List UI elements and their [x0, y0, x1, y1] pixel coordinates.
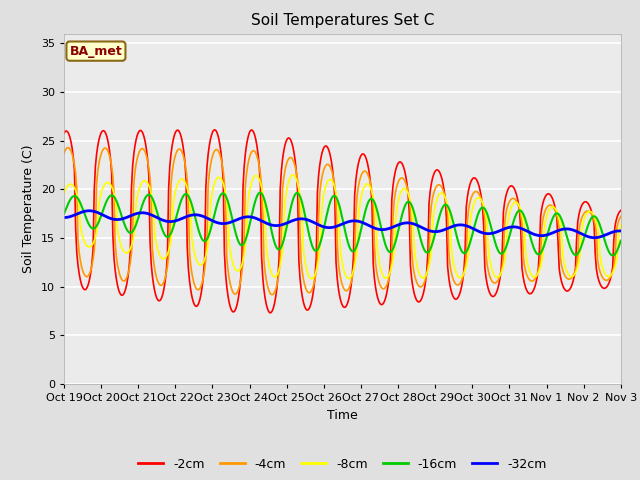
-8cm: [296, 192, 304, 198]
Line: -2cm: -2cm: [64, 130, 621, 313]
-8cm: [289, 172, 297, 178]
-4cm: [298, 258, 305, 264]
-32cm: [296, 216, 304, 222]
-32cm: [234, 216, 242, 222]
Text: BA_met: BA_met: [70, 45, 122, 58]
-32cm: [60, 215, 68, 220]
-16cm: [60, 211, 68, 216]
-2cm: [472, 176, 479, 181]
-32cm: [373, 226, 381, 232]
-32cm: [399, 220, 407, 226]
-2cm: [568, 282, 576, 288]
Line: -16cm: -16cm: [64, 192, 621, 255]
-4cm: [472, 189, 479, 194]
-32cm: [86, 208, 93, 214]
-2cm: [617, 207, 625, 213]
-8cm: [60, 191, 68, 196]
-16cm: [567, 246, 575, 252]
-16cm: [470, 224, 478, 230]
-8cm: [308, 276, 316, 282]
-16cm: [609, 252, 616, 258]
-16cm: [296, 193, 304, 199]
-2cm: [374, 296, 381, 301]
-4cm: [60, 151, 68, 156]
-4cm: [617, 214, 625, 219]
-8cm: [472, 197, 479, 203]
-8cm: [617, 222, 625, 228]
-16cm: [399, 207, 407, 213]
-4cm: [63, 145, 71, 151]
Y-axis label: Soil Temperature (C): Soil Temperature (C): [22, 144, 35, 273]
Line: -32cm: -32cm: [64, 211, 621, 238]
-8cm: [234, 268, 241, 274]
-2cm: [401, 168, 408, 173]
-16cm: [373, 206, 381, 212]
-4cm: [268, 292, 276, 298]
Legend: -2cm, -4cm, -8cm, -16cm, -32cm: -2cm, -4cm, -8cm, -16cm, -32cm: [133, 453, 552, 476]
-2cm: [211, 127, 219, 133]
-2cm: [234, 295, 242, 301]
-4cm: [568, 275, 576, 280]
-2cm: [266, 310, 273, 316]
Title: Soil Temperatures Set C: Soil Temperatures Set C: [251, 13, 434, 28]
-32cm: [470, 227, 478, 232]
-32cm: [617, 228, 625, 234]
-2cm: [298, 286, 305, 292]
-8cm: [374, 251, 381, 256]
-4cm: [234, 287, 242, 293]
-16cm: [257, 190, 264, 195]
-2cm: [60, 130, 68, 136]
-16cm: [234, 235, 241, 241]
Line: -4cm: -4cm: [64, 148, 621, 295]
-4cm: [401, 178, 408, 183]
-16cm: [617, 238, 625, 244]
-32cm: [590, 235, 598, 240]
Line: -8cm: -8cm: [64, 175, 621, 279]
X-axis label: Time: Time: [327, 408, 358, 421]
-8cm: [568, 274, 576, 280]
-8cm: [401, 186, 408, 192]
-32cm: [567, 227, 575, 232]
-4cm: [374, 275, 381, 281]
